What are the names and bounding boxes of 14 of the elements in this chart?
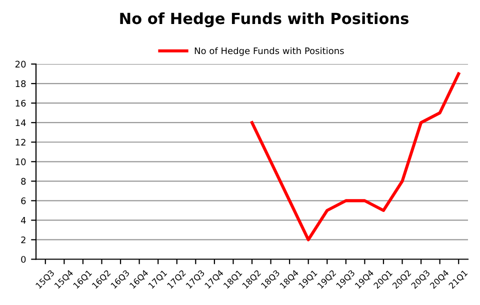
line-series [250, 72, 460, 242]
legend-label: No of Hedge Funds with Positions [194, 47, 344, 56]
y-tick-label: 12 [16, 138, 26, 146]
y-tick-label: 2 [21, 236, 26, 244]
y-tick-label: 0 [21, 256, 26, 263]
y-tick-label: 10 [16, 158, 26, 166]
y-tick-label: 4 [20, 217, 26, 224]
y-tick-label: 18 [16, 80, 26, 88]
y-tick-label: 16 [16, 100, 26, 107]
y-tick-label: 20 [15, 60, 26, 68]
y-tick-label: 6 [21, 197, 26, 204]
chart-title: No of Hedge Funds with Positions [120, 12, 408, 28]
y-tick-label: 8 [21, 178, 26, 185]
y-tick-label: 14 [16, 119, 26, 126]
